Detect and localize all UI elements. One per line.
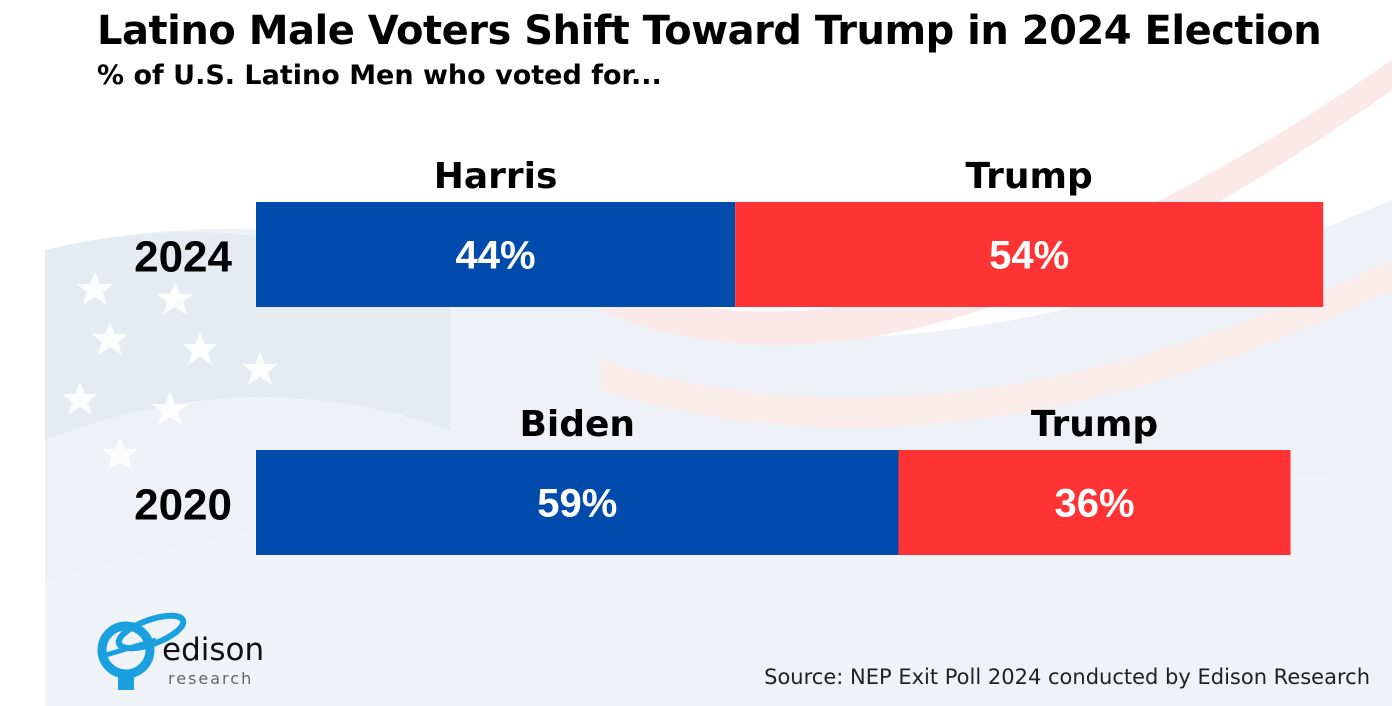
data-label-2020-trump: 36% bbox=[1054, 482, 1134, 526]
year-label-2024: 2024 bbox=[134, 233, 232, 282]
candidate-label-2020-trump: Trump bbox=[1031, 404, 1158, 445]
chart-subtitle: % of U.S. Latino Men who voted for... bbox=[97, 60, 662, 91]
source-note: Source: NEP Exit Poll 2024 conducted by … bbox=[764, 665, 1370, 689]
candidate-label-2020-biden: Biden bbox=[519, 404, 635, 445]
edison-logo-icon bbox=[97, 612, 187, 690]
bar-2020-trump bbox=[898, 450, 1291, 555]
data-label-2024-harris: 44% bbox=[456, 234, 536, 278]
data-label-2024-trump: 54% bbox=[989, 234, 1069, 278]
logo-subtitle: research bbox=[168, 669, 254, 688]
candidate-label-2024-harris: Harris bbox=[434, 156, 558, 197]
bar-2024-trump bbox=[735, 202, 1324, 307]
candidate-label-2024-trump: Trump bbox=[966, 156, 1093, 197]
chart-title: Latino Male Voters Shift Toward Trump in… bbox=[97, 8, 1322, 54]
bar-2024-harris bbox=[256, 202, 736, 307]
logo-wordmark: edison bbox=[162, 632, 265, 668]
year-label-2020: 2020 bbox=[134, 481, 232, 530]
bar-2020-biden bbox=[256, 450, 899, 555]
data-label-2020-biden: 59% bbox=[537, 482, 617, 526]
